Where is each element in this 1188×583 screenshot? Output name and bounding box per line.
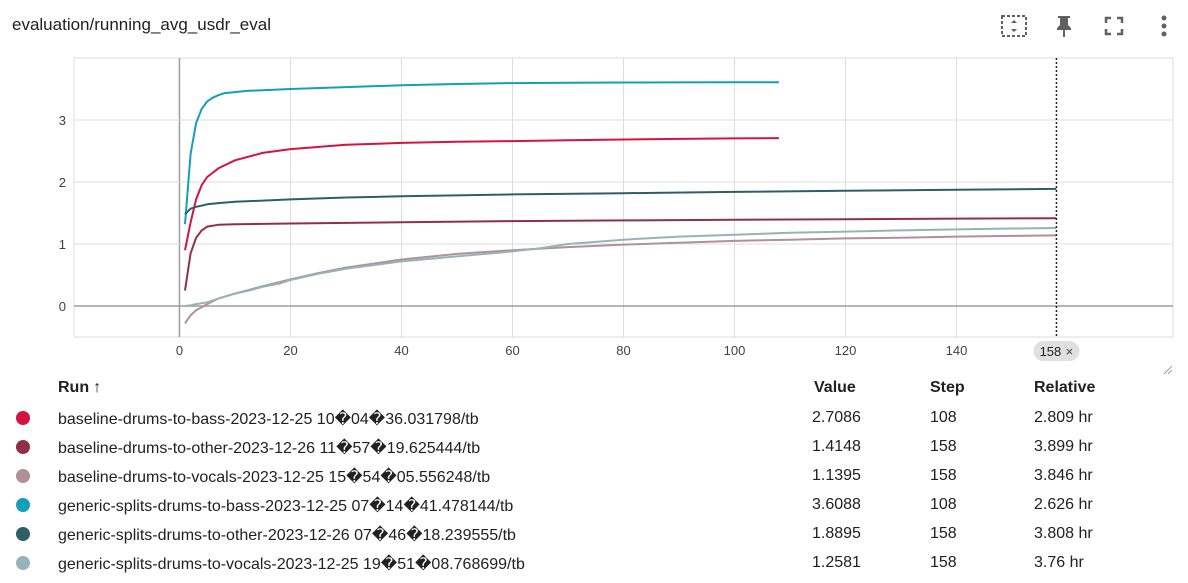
- table-row[interactable]: baseline-drums-to-other-2023-12-26 11�57…: [0, 433, 1188, 462]
- table-row[interactable]: baseline-drums-to-vocals-2023-12-25 15�5…: [0, 462, 1188, 491]
- card-header: evaluation/running_avg_usdr_eval: [0, 0, 1188, 52]
- fit-domain-icon: [1001, 15, 1027, 37]
- more-vert-icon: [1161, 15, 1167, 37]
- value-column-header[interactable]: Value: [814, 379, 856, 396]
- run-name: generic-splits-drums-to-vocals-2023-12-2…: [58, 556, 525, 573]
- series-line-1: [184, 137, 779, 251]
- x-tick-label: 120: [835, 343, 857, 358]
- run-color-dot: [16, 498, 30, 512]
- y-tick-label: 0: [59, 299, 66, 314]
- x-tick-label: 100: [724, 343, 746, 358]
- close-icon[interactable]: ×: [1066, 344, 1074, 359]
- series-line-3: [184, 234, 1057, 324]
- table-row[interactable]: generic-splits-drums-to-other-2023-12-26…: [0, 520, 1188, 549]
- hover-step-chip[interactable]: [1033, 341, 1080, 361]
- run-color-dot: [16, 411, 30, 425]
- x-tick-label: 40: [394, 343, 408, 358]
- fullscreen-button[interactable]: [1098, 10, 1130, 42]
- run-relative: 3.899 hr: [1034, 438, 1093, 455]
- fit-domain-button[interactable]: [998, 10, 1030, 42]
- run-value: 1.2581: [812, 554, 861, 571]
- pin-icon: [1057, 16, 1071, 37]
- run-relative: 3.808 hr: [1034, 525, 1093, 542]
- series-line-2: [184, 217, 1057, 291]
- run-relative: 2.809 hr: [1034, 409, 1093, 426]
- run-step: 158: [930, 525, 957, 542]
- run-name: generic-splits-drums-to-bass-2023-12-25 …: [58, 498, 514, 515]
- line-chart[interactable]: 0 20 40 60 80 100 120 140 0 1 2 3 158 ×: [0, 50, 1188, 380]
- run-step: 108: [930, 496, 957, 513]
- grid: [73, 57, 1174, 338]
- x-tick-label: 20: [283, 343, 297, 358]
- table-row[interactable]: generic-splits-drums-to-vocals-2023-12-2…: [0, 549, 1188, 578]
- hover-step-indicator: 158 ×: [1033, 58, 1080, 361]
- run-relative: 2.626 hr: [1034, 496, 1093, 513]
- run-name: baseline-drums-to-bass-2023-12-25 10�04�…: [58, 411, 479, 428]
- table-row[interactable]: baseline-drums-to-bass-2023-12-25 10�04�…: [0, 404, 1188, 433]
- chart-area[interactable]: 0 20 40 60 80 100 120 140 0 1 2 3 158 ×: [0, 50, 1188, 380]
- run-name: baseline-drums-to-vocals-2023-12-25 15�5…: [58, 469, 491, 486]
- series-lines: [184, 81, 1057, 324]
- hover-step-label: 158: [1040, 344, 1062, 359]
- run-value: 2.7086: [812, 409, 861, 426]
- x-tick-label: 80: [616, 343, 630, 358]
- x-tick-label: 0: [176, 343, 183, 358]
- run-relative: 3.846 hr: [1034, 467, 1093, 484]
- run-name: generic-splits-drums-to-other-2023-12-26…: [58, 527, 516, 544]
- run-step: 108: [930, 409, 957, 426]
- relative-column-header[interactable]: Relative: [1034, 379, 1096, 396]
- run-column-header[interactable]: Run ↑: [58, 379, 102, 396]
- run-relative: 3.76 hr: [1034, 554, 1084, 571]
- run-value: 1.1395: [812, 467, 861, 484]
- run-color-dot: [16, 440, 30, 454]
- more-options-button[interactable]: [1148, 10, 1180, 42]
- pin-button[interactable]: [1048, 10, 1080, 42]
- run-color-dot: [16, 527, 30, 541]
- chart-title: evaluation/running_avg_usdr_eval: [12, 15, 271, 34]
- y-tick-label: 3: [59, 113, 66, 128]
- run-value: 1.4148: [812, 438, 861, 455]
- run-name: baseline-drums-to-other-2023-12-26 11�57…: [58, 440, 481, 457]
- run-value: 1.8895: [812, 525, 861, 542]
- y-tick-label: 1: [59, 237, 66, 252]
- fullscreen-icon: [1104, 16, 1124, 36]
- axis-ticks: 0 20 40 60 80 100 120 140 0 1 2 3: [59, 113, 968, 358]
- y-tick-label: 2: [59, 175, 66, 190]
- x-tick-label: 140: [946, 343, 968, 358]
- run-step: 158: [930, 467, 957, 484]
- run-step: 158: [930, 554, 957, 571]
- run-step: 158: [930, 438, 957, 455]
- run-value: 3.6088: [812, 496, 861, 513]
- sort-arrow-icon: ↑: [93, 379, 102, 396]
- step-column-header[interactable]: Step: [930, 379, 965, 396]
- run-color-dot: [16, 556, 30, 570]
- x-tick-label: 60: [505, 343, 519, 358]
- run-color-dot: [16, 469, 30, 483]
- series-line-5: [184, 187, 1057, 215]
- resize-handle-icon[interactable]: [1162, 364, 1174, 376]
- table-row[interactable]: generic-splits-drums-to-bass-2023-12-25 …: [0, 491, 1188, 520]
- series-line-4: [184, 81, 779, 225]
- series-line-6: [184, 227, 1057, 307]
